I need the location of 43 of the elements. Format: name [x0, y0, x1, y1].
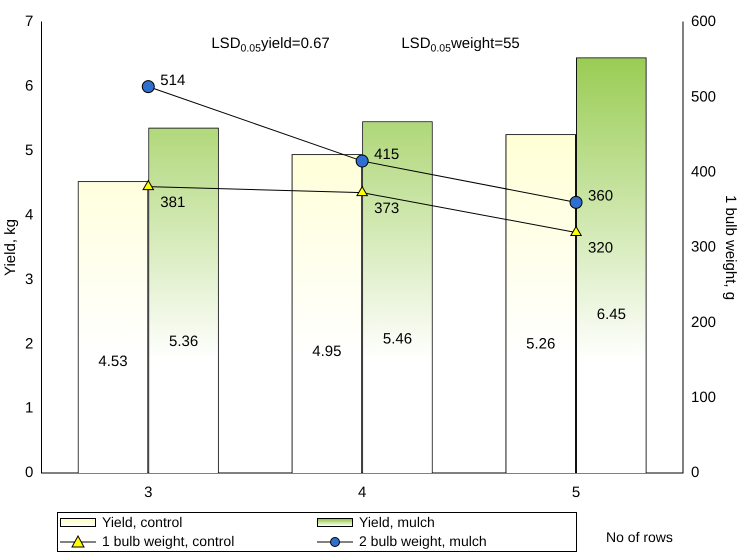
y-tick-label: 2	[25, 335, 34, 352]
x-tick-label: 5	[572, 484, 580, 502]
y2-tick-label: 200	[690, 314, 716, 331]
data-label: 5.26	[526, 335, 556, 352]
data-label: 4.95	[312, 342, 342, 360]
point	[570, 226, 582, 236]
point	[142, 180, 154, 190]
y-tick-label: 1	[25, 400, 34, 417]
data-label: 514	[160, 72, 186, 89]
data-label: 320	[588, 240, 614, 257]
data-label: 415	[374, 146, 400, 164]
y2-tick-label: 300	[690, 238, 716, 256]
y-tick-label: 0	[25, 464, 34, 482]
point	[142, 80, 155, 94]
x-axis-title: No of rows	[606, 529, 673, 545]
data-label: 381	[160, 194, 186, 211]
point	[356, 154, 369, 168]
y-tick-label: 6	[25, 78, 34, 95]
data-label: 4.53	[98, 353, 128, 370]
data-label: 373	[374, 200, 400, 217]
y2-tick-label: 600	[690, 13, 716, 30]
point	[570, 196, 583, 209]
y-axis-title: Yield, kg	[2, 219, 20, 276]
data-label: 360	[588, 188, 614, 205]
y2-tick-label: 100	[690, 388, 716, 406]
x-tick-label: 4	[358, 484, 366, 502]
legend-label: 1 bulb weight, control	[102, 532, 234, 551]
data-label: 6.45	[596, 306, 626, 324]
y-tick-label: 3	[25, 270, 34, 288]
y-tick-label: 7	[25, 13, 34, 30]
y-tick-label: 4	[25, 206, 34, 224]
legend-label: Yield, control	[102, 513, 182, 532]
y2-axis-title: 1 bulb weight, g	[722, 194, 739, 300]
legend-label: 2 bulb weight, mulch	[359, 532, 487, 551]
y-tick-label: 5	[25, 142, 34, 159]
y2-tick-label: 500	[690, 88, 716, 106]
point	[356, 186, 368, 196]
data-label: 5.46	[382, 330, 412, 348]
data-label: 5.36	[168, 332, 198, 350]
x-tick-label: 3	[144, 484, 152, 502]
y2-tick-label: 0	[690, 464, 700, 482]
legend-label: Yield, mulch	[359, 513, 435, 532]
y2-tick-label: 400	[690, 163, 716, 180]
